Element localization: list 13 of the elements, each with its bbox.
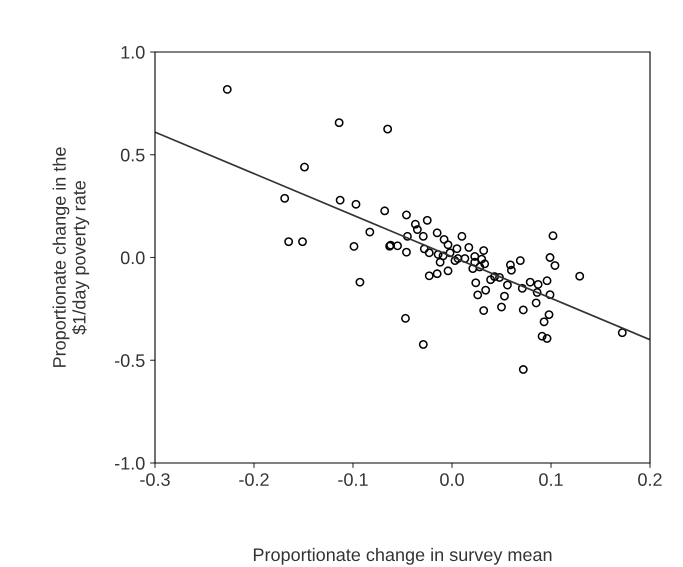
- x-tick-label: 0.1: [539, 473, 563, 486]
- x-tick-label: 0.0: [440, 473, 464, 486]
- y-tick-label: -0.5: [114, 354, 145, 367]
- x-axis-title: Proportionate change in survey mean: [254, 548, 552, 565]
- y-tick-label: 1.0: [122, 46, 145, 59]
- x-tick-label: -0.2: [239, 473, 269, 486]
- y-tick-label: 0.0: [120, 251, 145, 264]
- y-tick-label: -1.0: [114, 456, 145, 470]
- x-tick-label: 0.2: [638, 473, 662, 486]
- y-tick-label: 0.5: [120, 148, 145, 162]
- y-axis-title: Proportionate change in the $1/day poverty rate: [52, 147, 90, 367]
- x-tick-label: -0.1: [338, 473, 368, 486]
- x-tick-label: -0.3: [140, 473, 170, 486]
